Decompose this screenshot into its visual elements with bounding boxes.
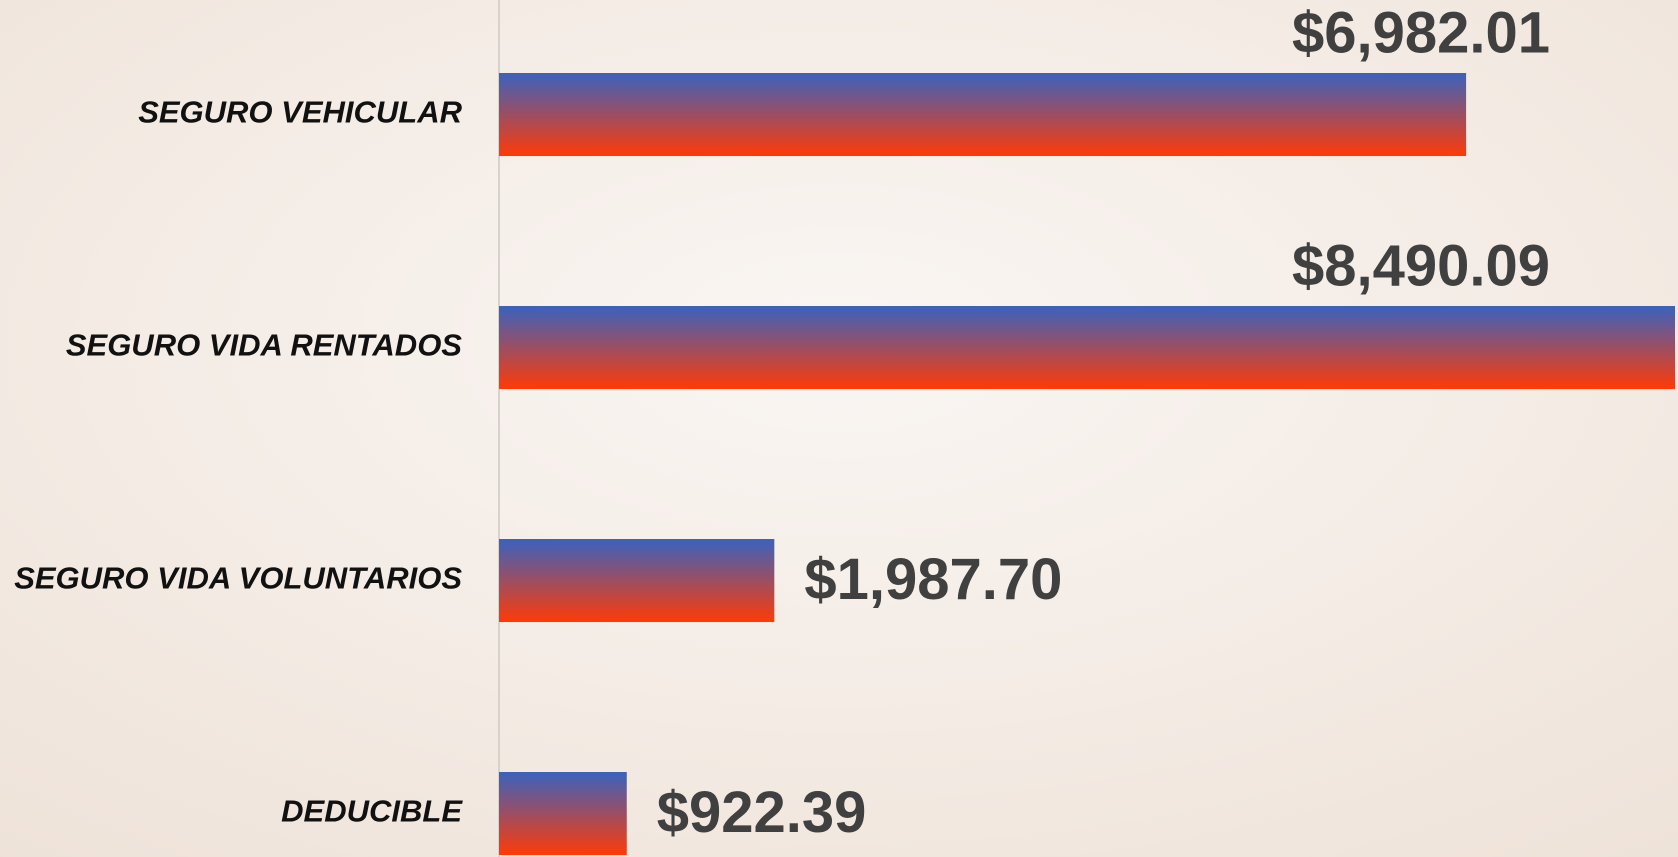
value-label: $922.39 (657, 780, 867, 845)
category-label: SEGURO VIDA VOLUNTARIOS (14, 561, 462, 596)
bar (499, 539, 775, 622)
category-label: SEGURO VEHICULAR (138, 95, 462, 130)
value-label: $8,490.09 (1292, 233, 1550, 298)
value-label: $6,982.01 (1292, 0, 1550, 65)
bar (499, 73, 1467, 156)
value-label: $1,987.70 (804, 547, 1062, 612)
bar (499, 772, 627, 855)
category-label: DEDUCIBLE (281, 794, 463, 829)
category-label: SEGURO VIDA RENTADOS (66, 328, 462, 363)
bar (499, 306, 1675, 389)
